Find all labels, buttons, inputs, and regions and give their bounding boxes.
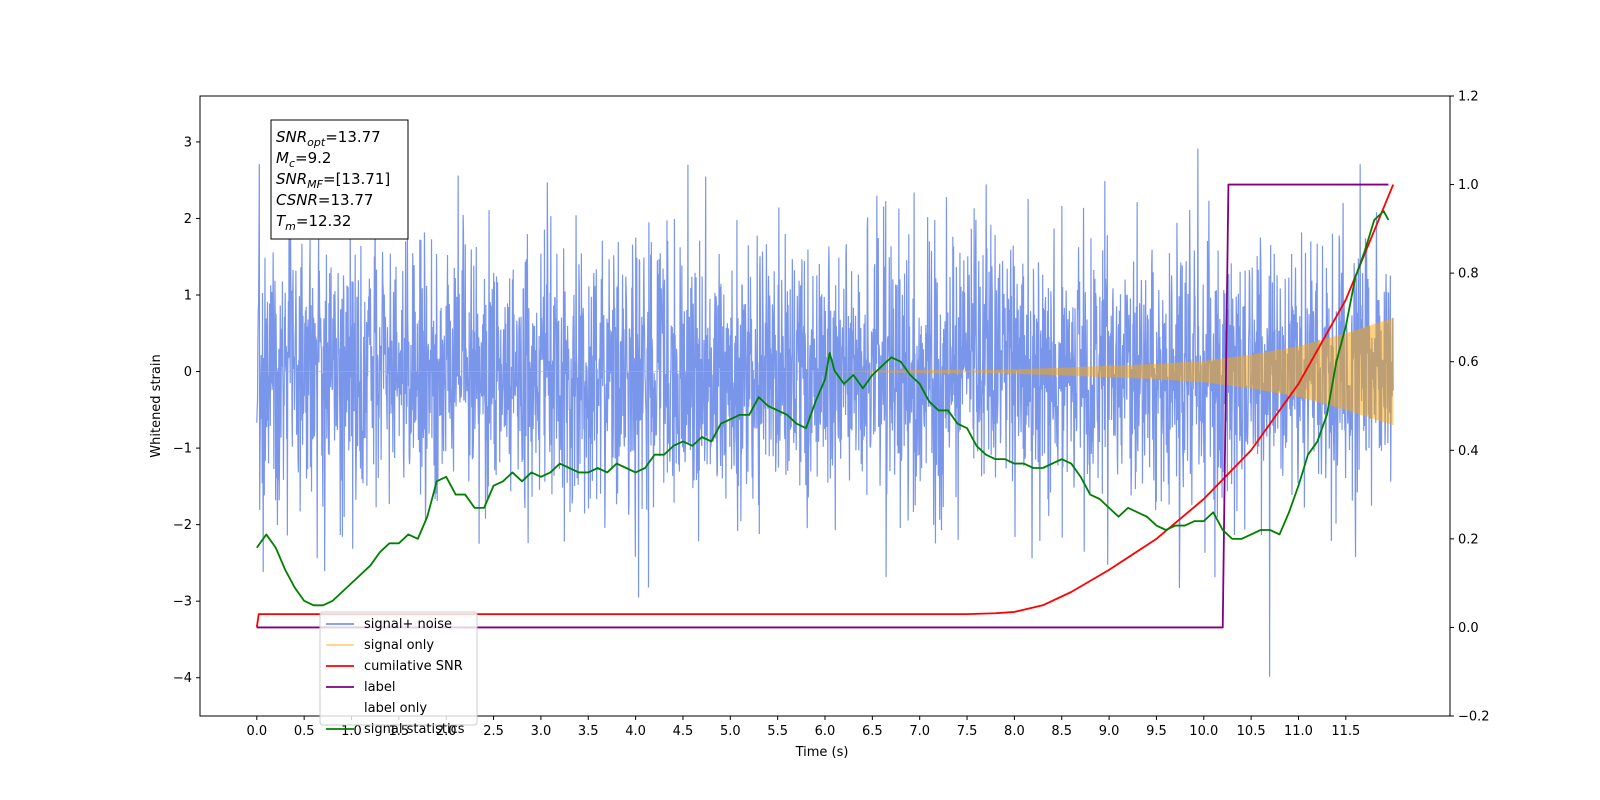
y-tick-label-right: 0.0 <box>1458 621 1479 636</box>
annotation-value: =13.77 <box>325 128 381 146</box>
annotation-subscript: c <box>289 157 295 170</box>
legend-label: cumilative SNR <box>364 659 463 674</box>
legend-label: label only <box>364 701 427 716</box>
annotation-subscript: m <box>285 220 296 233</box>
y-tick-label-left: −1 <box>173 442 192 457</box>
y-tick-label-right: 0.8 <box>1458 267 1479 282</box>
series-cumulative-snr <box>255 184 1395 628</box>
x-tick-label: 3.0 <box>531 724 552 739</box>
x-tick-label: 1.0 <box>341 724 362 739</box>
x-tick-label: 6.0 <box>815 724 836 739</box>
y-tick-label-left: −3 <box>173 595 192 610</box>
annotation-value: =12.32 <box>296 212 352 230</box>
x-tick-label: 10.5 <box>1237 724 1266 739</box>
x-tick-label: 0.0 <box>246 724 267 739</box>
x-tick-label: 11.5 <box>1331 724 1360 739</box>
annotation-line: SNRopt=13.77 <box>276 128 381 149</box>
legend-label: label <box>364 680 395 695</box>
x-axis-label: Time (s) <box>795 745 849 760</box>
annotation-value: =[13.71] <box>323 170 390 188</box>
y-tick-label-right: 1.0 <box>1458 178 1479 193</box>
annotation-subscript: opt <box>307 136 326 149</box>
annotation-line: CSNR=13.77 <box>276 191 373 209</box>
legend-label: signal only <box>364 638 434 653</box>
y-tick-label-left: 2 <box>184 212 192 227</box>
annotation-value: =9.2 <box>295 149 331 167</box>
x-tick-label: 2.0 <box>436 724 457 739</box>
y-tick-label-left: 1 <box>184 289 192 304</box>
y-tick-label-right: 0.2 <box>1458 532 1479 547</box>
annotation-symbol: M <box>276 149 289 167</box>
legend-label: signal+ noise <box>364 617 452 632</box>
annotation-symbol: SNR <box>276 128 307 146</box>
series-signal-only <box>256 317 1394 426</box>
y-tick-label-right: 0.4 <box>1458 444 1479 459</box>
annotation-line: SNRMF=[13.71] <box>276 170 390 191</box>
x-tick-label: 10.0 <box>1189 724 1218 739</box>
annotation-symbol: T <box>276 212 287 230</box>
annotation-box <box>270 119 409 240</box>
x-tick-label: 1.5 <box>389 724 410 739</box>
annotation-line: Tm=12.32 <box>276 212 351 233</box>
x-tick-label: 8.5 <box>1051 724 1072 739</box>
x-tick-label: 7.5 <box>957 724 978 739</box>
x-tick-label: 7.0 <box>909 724 930 739</box>
annotation-symbol: CSNR <box>276 191 318 209</box>
x-tick-label: 9.5 <box>1146 724 1167 739</box>
legend-label: signal statistics <box>364 722 465 737</box>
x-tick-label: 8.0 <box>1004 724 1025 739</box>
series-label <box>256 183 1389 629</box>
x-tick-label: 0.5 <box>294 724 315 739</box>
y-tick-label-right: 1.2 <box>1458 90 1479 105</box>
x-tick-label: 6.5 <box>862 724 883 739</box>
annotation-line: Mc=9.2 <box>276 149 331 170</box>
annotation-value: =13.77 <box>318 191 374 209</box>
x-tick-label: 9.0 <box>1099 724 1120 739</box>
x-tick-label: 11.0 <box>1284 724 1313 739</box>
x-tick-label: 3.5 <box>578 724 599 739</box>
y-tick-label-left: 0 <box>184 365 192 380</box>
annotation-symbol: SNR <box>276 170 307 188</box>
x-tick-label: 5.5 <box>767 724 788 739</box>
annotation-subscript: MF <box>307 178 323 191</box>
y-tick-label-right: 0.6 <box>1458 355 1479 370</box>
y-tick-label-left: −4 <box>173 671 192 686</box>
y-axis-label: Whitened strain <box>149 354 164 457</box>
x-tick-label: 5.0 <box>720 724 741 739</box>
series-signal-statistics <box>256 210 1390 607</box>
y-tick-label-right: −0.2 <box>1458 710 1490 725</box>
x-tick-label: 2.5 <box>483 724 504 739</box>
y-tick-label-left: −2 <box>173 518 192 533</box>
x-tick-label: 4.5 <box>673 724 694 739</box>
legend-box <box>319 611 478 726</box>
x-tick-label: 4.0 <box>625 724 646 739</box>
y-tick-label-left: 3 <box>184 135 192 150</box>
series-signal-noise <box>256 148 1394 677</box>
